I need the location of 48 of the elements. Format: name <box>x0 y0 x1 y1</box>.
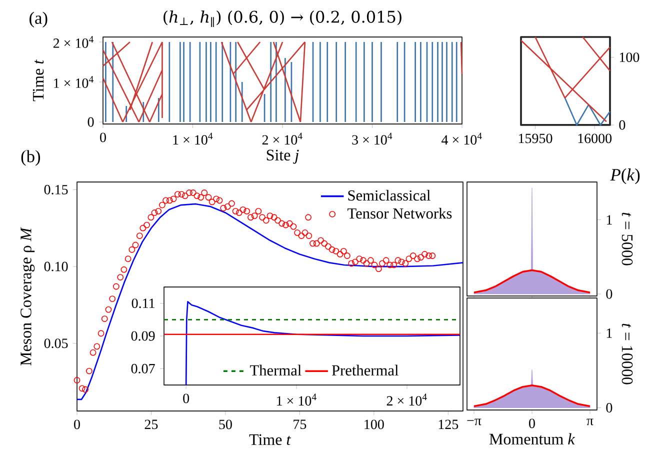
legend-label: Thermal <box>250 364 302 376</box>
y-tick-label: 1 <box>606 215 612 224</box>
x-tick-label: 2 × 10$^{4}$ <box>262 132 302 145</box>
y-tick-label: 1 <box>606 328 612 338</box>
y-tick-label: 0 <box>606 403 612 412</box>
y-tick-label: 0.09 <box>131 331 155 341</box>
legend-label: Prethermal <box>332 364 398 376</box>
y-tick-label: 0.15 <box>44 184 68 194</box>
text: (b) <box>21 150 40 166</box>
text: (a) <box>30 12 48 28</box>
y-axis-title: t = 5000 <box>622 212 633 266</box>
y-tick-label: 0.11 <box>132 298 154 308</box>
x-tick-label: 1 × 10$^{4}$ <box>277 394 316 406</box>
y-tick-label: 0.07 <box>131 364 155 374</box>
legend-label: Tensor Networks <box>348 208 452 219</box>
x-tick-label: 75 <box>294 420 306 430</box>
y-tick-label: 0.05 <box>44 338 68 348</box>
x-tick-label: 0 <box>100 132 106 142</box>
x-tick-label: 15950 <box>518 134 552 144</box>
y-axis-title: t = 10000 <box>622 324 633 384</box>
y-tick-label: 0 <box>606 289 612 299</box>
y-tick-label: 1 × 10$^{4}$ <box>54 76 94 88</box>
legend-label: Semiclassical <box>348 190 430 201</box>
y-tick-label: 2 × 10$^{4}$ <box>53 36 94 48</box>
x-axis-title: Time t <box>249 434 291 446</box>
x-tick-label: π <box>586 418 594 426</box>
x-tick-label: 100 <box>364 420 384 430</box>
x-tick-label: 1 × 10$^{4}$ <box>173 132 213 145</box>
chart-title: (h$_{⊥}$, h$_{∥}$) (0.6, 0) → (0.2, 0.015) <box>164 10 402 27</box>
x-tick-label: 25 <box>144 420 158 430</box>
x-tick-label: 16000 <box>578 134 612 144</box>
line-series <box>473 384 591 408</box>
x-axis-title: Momentum k <box>489 433 575 445</box>
x-axis-title: Site j <box>266 150 299 164</box>
y-axis-title: Time t <box>32 60 44 102</box>
x-tick-label: 4 × 10$^{4}$ <box>442 132 482 145</box>
x-tick-label: 125 <box>438 420 458 430</box>
x-tick-label: 3 × 10$^{4}$ <box>352 132 392 145</box>
x-tick-label: 50 <box>219 420 232 430</box>
y-tick-label: 0 <box>88 117 94 127</box>
x-tick-label: 0 <box>529 418 535 428</box>
y-axis-title: Meson Coverage ρ M <box>20 227 35 366</box>
x-tick-label: 2 × 10$^{4}$ <box>386 394 427 406</box>
line-series <box>473 269 591 294</box>
x-tick-label: −π <box>467 418 482 426</box>
text: P(k) <box>610 168 640 184</box>
y-tick-label: 0.10 <box>44 262 68 272</box>
x-tick-label: 0 <box>183 394 190 404</box>
